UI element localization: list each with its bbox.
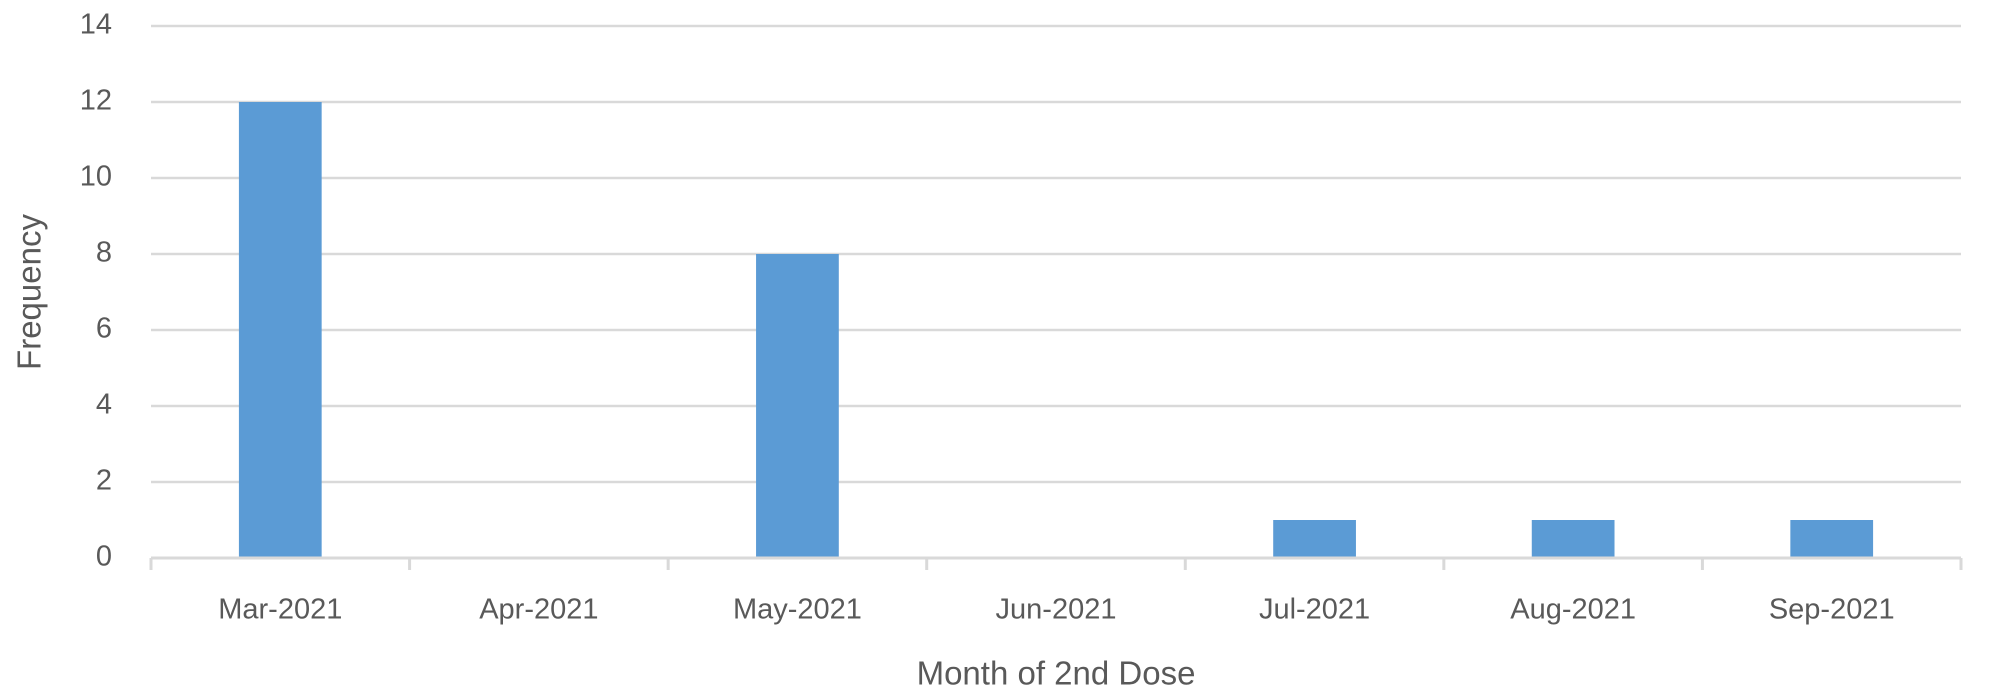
- y-tick-label: 12: [80, 85, 112, 117]
- y-tick-label: 6: [96, 313, 112, 345]
- y-tick-label: 14: [80, 9, 112, 41]
- y-tick-label: 4: [96, 389, 112, 421]
- bar: [238, 102, 322, 558]
- y-tick-label: 0: [96, 541, 112, 573]
- y-tick-label: 2: [96, 465, 112, 497]
- x-tick-label: May-2021: [733, 594, 862, 626]
- x-tick-label: Mar-2021: [218, 594, 342, 626]
- x-tick-label: Apr-2021: [479, 594, 598, 626]
- y-tick-label: 10: [80, 161, 112, 193]
- bar: [1531, 520, 1615, 558]
- y-tick-label: 8: [96, 237, 112, 269]
- x-axis-title: Month of 2nd Dose: [917, 655, 1196, 692]
- y-axis-title: Frequency: [11, 214, 48, 370]
- x-tick-label: Jul-2021: [1259, 594, 1370, 626]
- bar: [756, 254, 839, 558]
- x-tick-label: Sep-2021: [1769, 594, 1895, 626]
- x-tick-label: Jun-2021: [996, 594, 1117, 626]
- bar: [1273, 520, 1356, 558]
- bar: [1790, 520, 1874, 558]
- x-tick-label: Aug-2021: [1510, 594, 1636, 626]
